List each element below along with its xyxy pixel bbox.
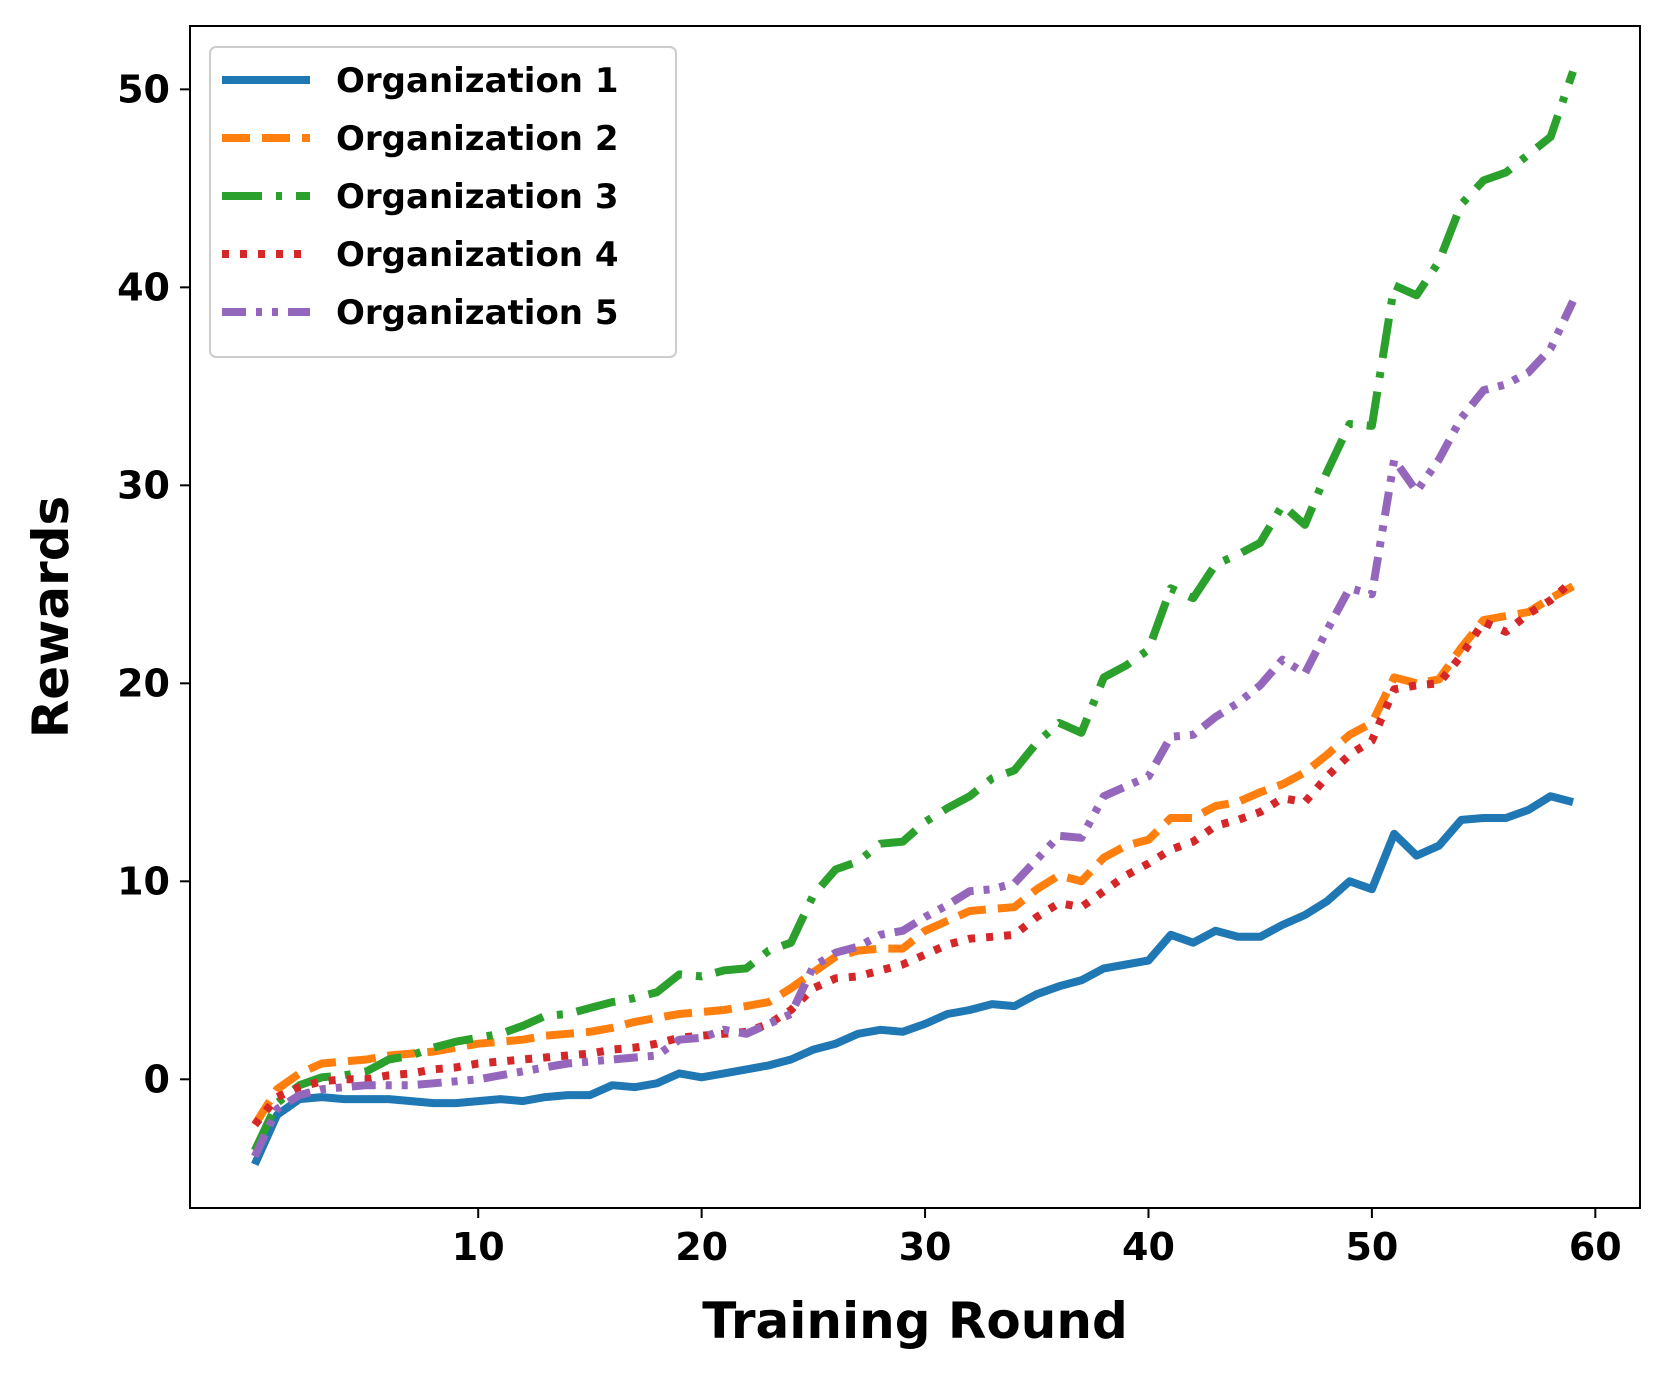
series-line-4 [251, 577, 1576, 1128]
series-line-3 [251, 70, 1577, 1153]
x-tick-label: 60 [1569, 1225, 1622, 1269]
x-axis-title: Training Round [702, 1292, 1128, 1350]
y-tick-label: 30 [117, 463, 170, 507]
legend-label: Organization 2 [336, 119, 619, 159]
series-layer [251, 70, 1577, 1167]
series-line-5 [251, 299, 1577, 1159]
series-line-1 [251, 792, 1575, 1167]
plot-frame [189, 25, 1641, 1209]
y-tick-label: 20 [117, 661, 170, 705]
y-tick-label: 50 [117, 67, 170, 111]
y-axis-title: Rewards [22, 496, 80, 739]
legend: Organization 1 Organization 2 Organization… [209, 46, 677, 358]
legend-label: Organization 5 [336, 293, 619, 333]
y-tick-label: 10 [117, 859, 170, 903]
y-axis: 0 10 20 30 40 50 [117, 67, 190, 1101]
x-axis: 10 20 30 40 50 60 [452, 1208, 1622, 1269]
legend-label: Organization 3 [336, 177, 619, 217]
legend-label: Organization 1 [336, 61, 619, 101]
y-tick-label: 0 [144, 1057, 170, 1101]
legend-box [209, 46, 677, 358]
x-tick-label: 40 [1122, 1225, 1175, 1269]
y-tick-label: 40 [117, 265, 170, 309]
x-tick-label: 10 [452, 1225, 505, 1269]
x-tick-label: 30 [899, 1225, 952, 1269]
series-line-2 [251, 582, 1575, 1127]
x-tick-label: 20 [675, 1225, 728, 1269]
x-tick-label: 50 [1345, 1225, 1398, 1269]
legend-label: Organization 4 [336, 235, 619, 275]
